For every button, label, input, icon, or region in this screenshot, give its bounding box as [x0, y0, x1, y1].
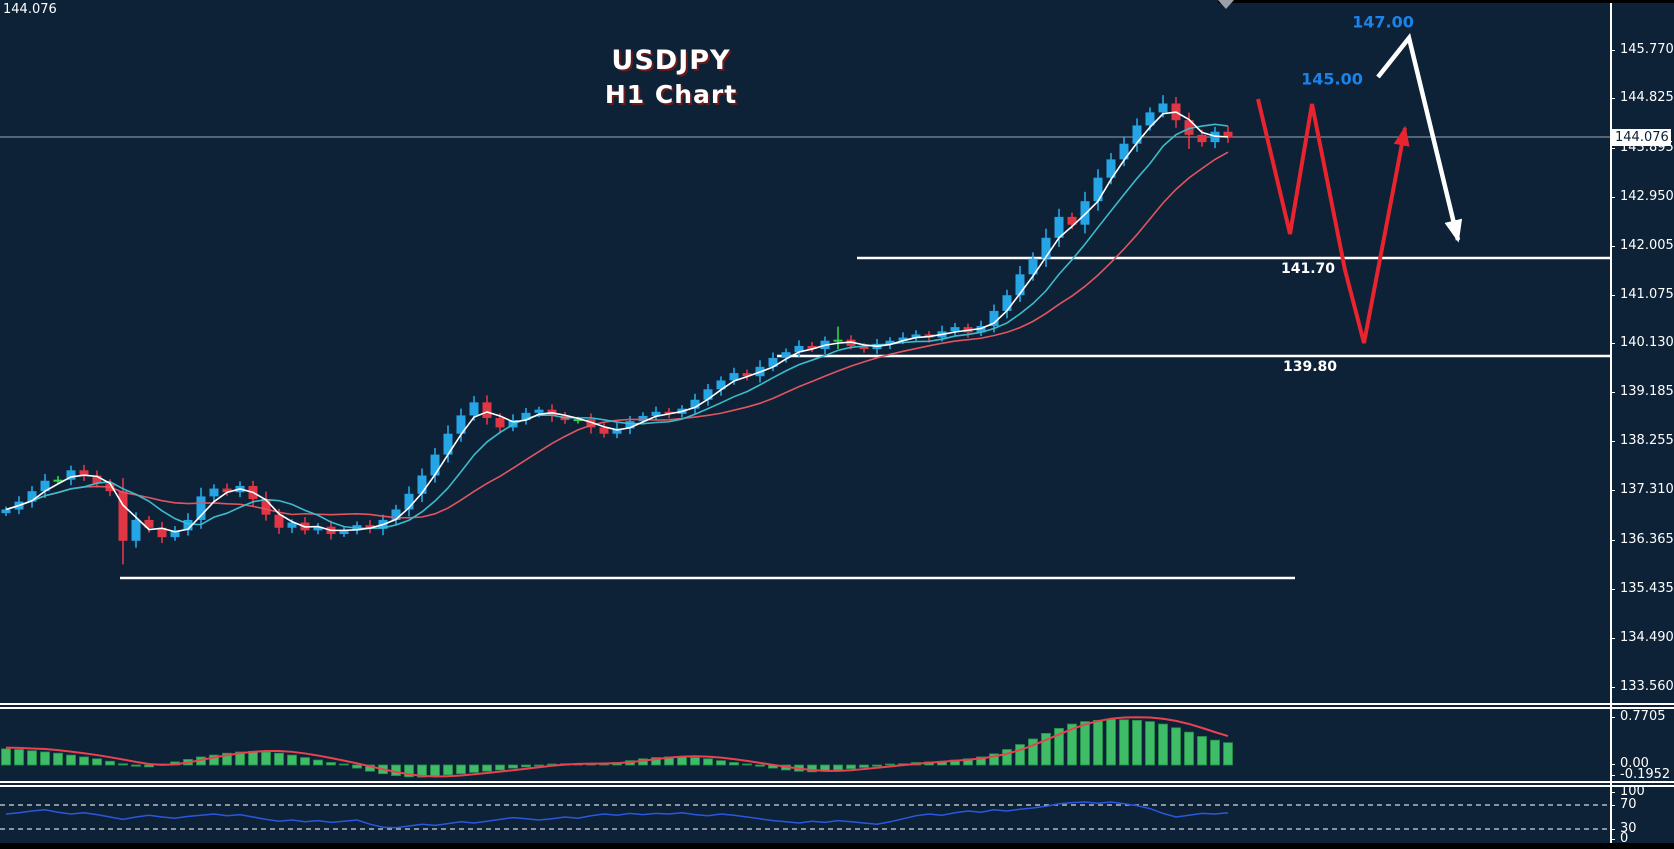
chart-title: USDJPY H1 Chart — [605, 44, 737, 112]
axis-tick — [1610, 687, 1615, 688]
price-axis-label: 144.825 — [1620, 90, 1674, 105]
moving-average-lines — [5, 111, 1229, 533]
axis-tick — [1610, 490, 1615, 491]
price-axis-label: 140.130 — [1620, 335, 1674, 350]
price-axis-label: 136.365 — [1620, 532, 1674, 547]
bottom-edge-strip — [0, 843, 1674, 849]
axis-tick — [1610, 50, 1615, 51]
chart-shift-marker-icon[interactable] — [1218, 0, 1234, 9]
chart-title-timeframe: H1 Chart — [604, 80, 738, 109]
axis-tick — [1610, 343, 1615, 344]
current-price-tag: 144.076 — [1612, 129, 1671, 146]
resistance-support-lines[interactable] — [777, 256, 1610, 358]
axis-tick — [1610, 717, 1615, 718]
price-axis-label: 141.075 — [1620, 287, 1674, 302]
rsi-axis-label: 100 — [1620, 784, 1645, 799]
axis-tick — [1610, 829, 1615, 830]
panel-separator[interactable] — [0, 703, 1674, 705]
price-axis-label: 142.005 — [1620, 238, 1674, 253]
axis-tick — [1610, 775, 1615, 776]
axis-tick — [1610, 638, 1615, 639]
rsi-axis-label: 0 — [1620, 831, 1629, 846]
support-level-label: 139.80 — [1282, 359, 1338, 375]
rsi-line — [0, 801, 1610, 830]
price-axis-label: 145.770 — [1620, 42, 1674, 57]
price-axis-label: 135.435 — [1620, 581, 1674, 596]
price-axis-label: 143.895 — [1620, 140, 1674, 155]
oscillator-signal-line — [5, 716, 1229, 778]
panel-separator[interactable] — [0, 707, 1674, 709]
axis-tick — [1610, 792, 1615, 793]
axis-tick — [1610, 295, 1615, 296]
panel-separator[interactable] — [0, 781, 1674, 783]
price-axis-separator — [1610, 0, 1612, 843]
axis-tick — [1610, 148, 1615, 149]
price-axis-label: 133.560 — [1620, 679, 1674, 694]
axis-tick — [1610, 805, 1615, 806]
price-target-label-145: 145.00 — [1301, 69, 1363, 89]
rsi-axis-label: 70 — [1620, 797, 1637, 812]
resistance-level-label: 141.70 — [1280, 261, 1336, 277]
panel-separator[interactable] — [0, 785, 1674, 787]
candlestick-series — [1, 95, 1233, 565]
price-axis-label: 137.310 — [1620, 482, 1674, 497]
current-price-readout: 144.076 — [3, 2, 57, 17]
oscillator-axis-label: 0.00 — [1620, 756, 1649, 771]
oscillator-axis-label: 0.7705 — [1620, 709, 1666, 724]
axis-tick — [1610, 589, 1615, 590]
rsi-axis-label: 30 — [1620, 821, 1637, 836]
axis-tick — [1610, 441, 1615, 442]
axis-tick — [1610, 246, 1615, 247]
price-axis-label: 139.185 — [1620, 384, 1674, 399]
axis-tick — [1610, 392, 1615, 393]
price-target-label-147: 147.00 — [1352, 12, 1414, 32]
forecast-arrow-objects[interactable] — [1256, 32, 1463, 344]
price-axis-label: 138.255 — [1620, 433, 1674, 448]
oscillator-axis-label: -0.1952 — [1620, 767, 1671, 782]
price-axis-label: 142.950 — [1620, 189, 1674, 204]
price-axis-label: 134.490 — [1620, 630, 1674, 645]
axis-tick — [1610, 764, 1615, 765]
axis-tick — [1610, 839, 1615, 840]
chart-title-symbol: USDJPY — [611, 45, 731, 76]
axis-tick — [1610, 540, 1615, 541]
oscillator-histogram — [1, 719, 1233, 778]
axis-tick — [1610, 197, 1615, 198]
top-edge-strip — [1218, 0, 1674, 3]
axis-tick — [1610, 98, 1615, 99]
